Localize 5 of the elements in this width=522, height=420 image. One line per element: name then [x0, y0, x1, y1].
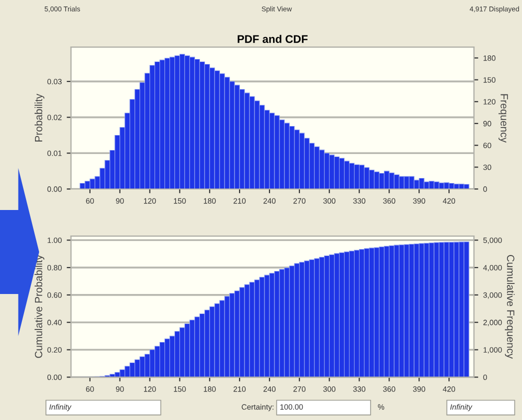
- y2-axis-title: Cumulative Frequency: [504, 255, 515, 359]
- y-axis-title: Probability: [34, 94, 44, 142]
- y-axis-title: Cumulative Probability: [34, 254, 44, 358]
- chart-title: PDF and CDF: [238, 34, 308, 43]
- y2-axis-title: Frequency: [498, 94, 508, 143]
